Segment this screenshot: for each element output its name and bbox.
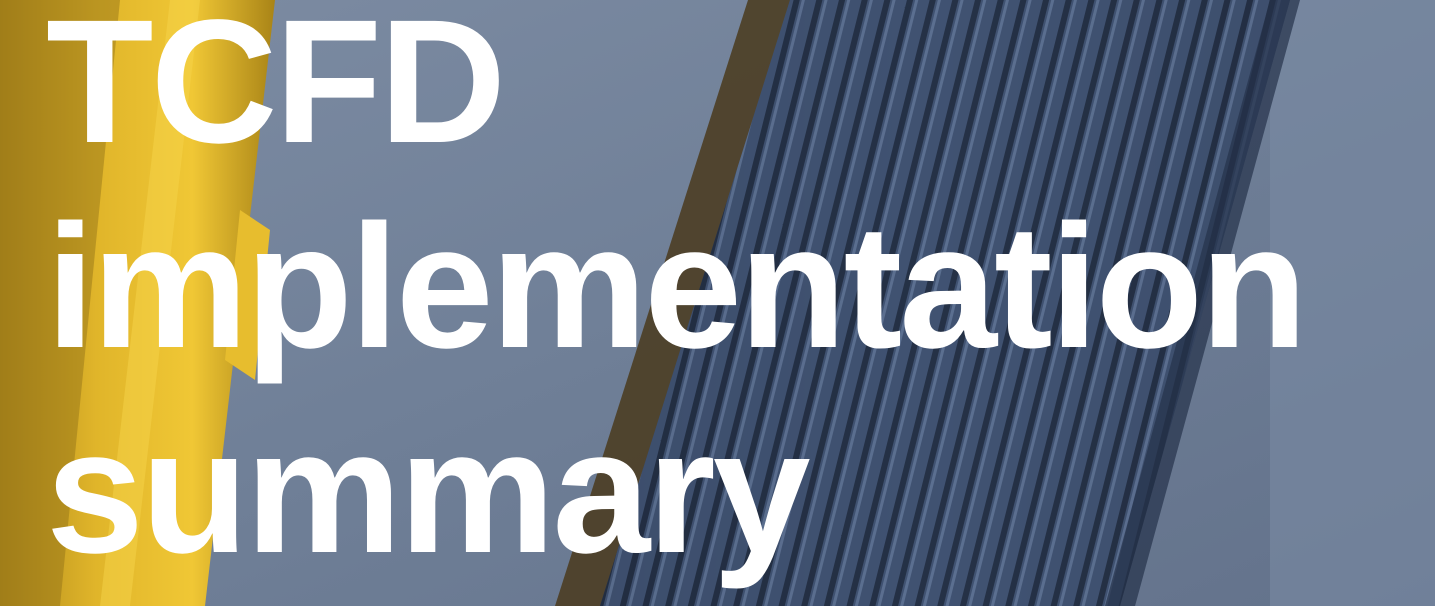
- title-line-2: implementation: [46, 189, 1308, 385]
- title-line-3: summary: [46, 394, 811, 590]
- title-line-1: TCFD: [46, 0, 506, 180]
- page-title: TCFD implementation summary: [46, 0, 1308, 595]
